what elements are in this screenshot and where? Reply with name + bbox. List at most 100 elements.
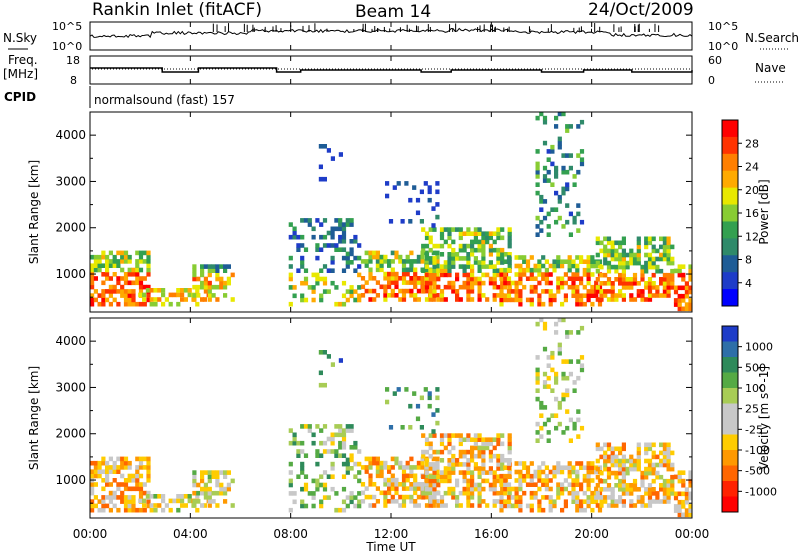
power-cell	[629, 277, 634, 282]
velocity-cell	[207, 503, 212, 508]
velocity-cell	[677, 470, 682, 475]
velocity-cell	[510, 486, 515, 492]
velocity-cell	[90, 507, 95, 513]
velocity-cell	[688, 474, 692, 480]
velocity-cell	[496, 458, 501, 463]
velocity-cell	[481, 486, 486, 492]
velocity-cell	[507, 458, 512, 463]
velocity-cell	[353, 503, 358, 509]
velocity-cell	[539, 425, 544, 431]
power-cell	[662, 244, 667, 250]
power-cell	[349, 218, 354, 223]
power-cell	[506, 289, 512, 294]
velocity-cell	[625, 487, 630, 492]
power-cell	[123, 301, 129, 307]
velocity-cell	[427, 403, 432, 409]
colorbar-segment	[722, 272, 738, 290]
velocity-cell	[296, 453, 301, 458]
power-cell	[404, 181, 409, 186]
power-cell	[390, 271, 395, 277]
velocity-cell	[387, 477, 392, 483]
velocity-cell	[322, 486, 328, 492]
power-cell	[651, 256, 656, 262]
velocity-cell	[390, 486, 395, 491]
velocity-cell	[644, 466, 649, 472]
power-cell	[477, 227, 482, 232]
velocity-cell	[651, 450, 656, 456]
power-cell	[618, 272, 623, 278]
velocity-cell	[349, 445, 354, 450]
velocity-cell	[408, 403, 413, 409]
power-cell	[123, 276, 129, 281]
velocity-cell	[539, 413, 544, 418]
power-cell	[503, 280, 508, 286]
velocity-cell	[368, 460, 373, 466]
power-cell	[597, 259, 603, 264]
velocity-cell	[666, 454, 671, 460]
power-cell	[651, 293, 656, 298]
velocity-cell	[518, 473, 523, 479]
power-cell	[618, 252, 623, 258]
velocity-cell	[349, 457, 354, 463]
power-cell	[586, 289, 591, 294]
power-cell	[116, 250, 121, 256]
velocity-cell	[568, 359, 573, 364]
colorbar-frame	[721, 325, 739, 513]
velocity-cell	[215, 470, 220, 475]
power-colorbar-label: Power [dB]	[757, 179, 771, 244]
power-cell	[292, 234, 297, 240]
power-cell	[428, 268, 433, 273]
velocity-cell	[383, 482, 388, 487]
velocity-cell	[326, 449, 331, 454]
velocity-cell	[105, 478, 110, 483]
velocity-cell	[670, 462, 675, 468]
velocity-cell	[554, 330, 559, 335]
power-cell	[375, 293, 380, 298]
velocity-cell	[127, 495, 132, 500]
velocity-cell	[537, 465, 542, 470]
velocity-cell	[651, 487, 656, 492]
velocity-cell	[383, 477, 388, 483]
velocity-cell	[673, 495, 679, 501]
velocity-cell	[409, 473, 414, 479]
velocity-cell	[439, 478, 445, 484]
velocity-cell	[499, 503, 504, 509]
power-cell	[360, 293, 366, 298]
power-cell	[560, 301, 565, 307]
velocity-cell	[326, 354, 331, 359]
power-cell	[525, 297, 531, 303]
velocity-cell	[681, 512, 686, 518]
velocity-cell	[146, 473, 151, 479]
power-cell	[510, 289, 515, 294]
power-cell	[451, 247, 456, 253]
velocity-cell	[647, 491, 653, 496]
power-cell	[571, 276, 576, 281]
velocity-cell	[500, 466, 505, 471]
velocity-cell	[108, 456, 113, 462]
velocity-cell	[195, 494, 200, 499]
velocity-cell	[488, 466, 493, 471]
power-cell	[357, 293, 362, 299]
velocity-cell	[655, 495, 660, 500]
velocity-cell	[552, 499, 557, 504]
power-cell	[357, 285, 362, 290]
power-cell	[488, 252, 493, 257]
power-cell	[572, 182, 577, 187]
power-cell	[428, 276, 433, 282]
velocity-cell	[436, 490, 441, 496]
velocity-cell	[670, 491, 675, 496]
power-cell	[522, 259, 527, 264]
power-cell	[428, 260, 433, 265]
power-cell	[157, 288, 162, 293]
velocity-cell	[470, 437, 475, 442]
velocity-cell	[424, 458, 430, 463]
power-cell	[470, 243, 475, 249]
power-cell	[481, 264, 486, 269]
velocity-cell	[477, 474, 482, 479]
power-cell	[503, 297, 508, 303]
velocity-cell	[447, 458, 452, 463]
power-cell	[563, 280, 568, 286]
velocity-cell	[636, 487, 641, 492]
velocity-cell	[203, 486, 208, 492]
velocity-cell	[401, 473, 407, 479]
